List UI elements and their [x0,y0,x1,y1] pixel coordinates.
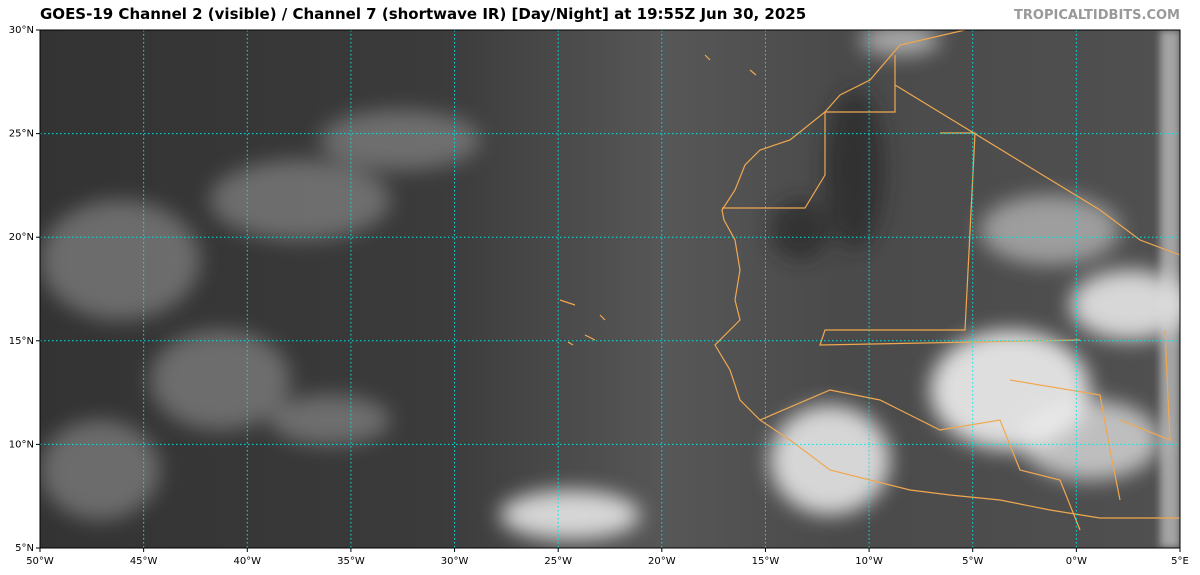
watermark: TROPICALTIDBITS.COM [1014,8,1180,23]
x-tick-label: 0°W [1066,556,1087,567]
x-tick-label: 50°W [26,556,54,567]
y-tick-label: 30°N [9,25,34,36]
x-tick-label: 35°W [337,556,365,567]
y-tick-label: 10°N [9,439,34,450]
y-tick-label: 20°N [9,232,34,243]
map-frame [39,29,1181,549]
x-tick-label: 45°W [130,556,158,567]
satellite-image [40,30,1180,548]
map-title: GOES-19 Channel 2 (visible) / Channel 7 … [40,5,806,23]
y-tick-label: 15°N [9,336,34,347]
x-tick-label: 20°W [648,556,676,567]
y-tick-label: 5°N [15,543,34,554]
x-tick-label: 10°W [855,556,883,567]
x-tick-label: 15°W [752,556,780,567]
x-tick-label: 5°W [962,556,983,567]
x-tick-label: 30°W [441,556,469,567]
x-tick-label: 5°E [1171,556,1189,567]
x-tick-label: 40°W [233,556,261,567]
x-tick-label: 25°W [544,556,572,567]
grid [36,29,1181,552]
coastlines [559,30,1180,531]
y-tick-label: 25°N [9,129,34,140]
